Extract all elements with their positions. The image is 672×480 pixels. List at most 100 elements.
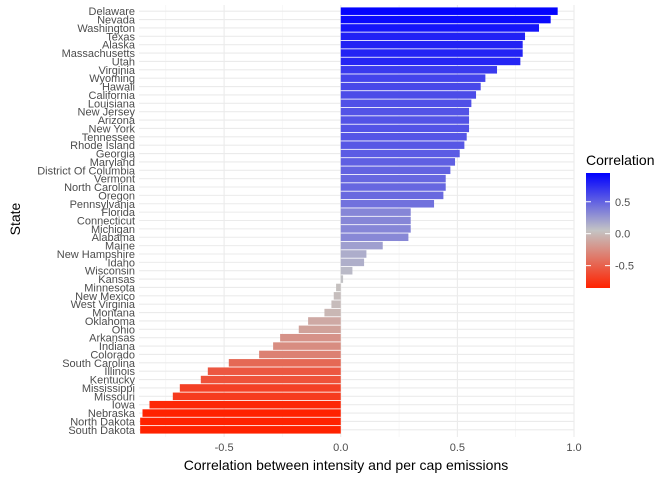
y-tick-label: Michigan xyxy=(91,224,135,236)
bars xyxy=(140,7,558,434)
bar xyxy=(340,133,467,141)
y-tick-label: Kansas xyxy=(98,274,135,286)
bar xyxy=(172,392,341,401)
x-axis-title: Correlation between intensity and per ca… xyxy=(184,457,509,473)
bar xyxy=(340,82,481,91)
y-tick-label: Georgia xyxy=(96,149,136,161)
y-tick-label: Alaska xyxy=(102,40,136,52)
y-tick-label: Nebraska xyxy=(88,408,136,420)
bar xyxy=(340,107,470,116)
y-tick-label: Nevada xyxy=(97,15,136,27)
bar xyxy=(340,199,435,208)
y-tick-label: Arizona xyxy=(98,115,136,127)
bar xyxy=(340,183,446,191)
y-tick-label: South Dakota xyxy=(68,425,136,437)
y-axis-title: State xyxy=(7,202,23,235)
bar xyxy=(340,15,551,24)
y-tick-label: California xyxy=(89,90,136,102)
bar xyxy=(340,49,523,57)
y-tick-label: Massachusetts xyxy=(62,48,136,60)
y-tick-label: North Dakota xyxy=(70,416,136,428)
bar xyxy=(340,99,472,108)
bar xyxy=(340,258,365,267)
legend-title: Correlation xyxy=(586,152,654,168)
y-tick-label: Oklahoma xyxy=(85,316,136,328)
y-tick-label: Connecticut xyxy=(77,216,135,228)
bar xyxy=(340,91,477,99)
bar xyxy=(340,250,367,258)
bar xyxy=(149,400,341,409)
legend: Correlation 0.5 0.0 -0.5 xyxy=(586,152,654,288)
y-tick-label: Virginia xyxy=(99,65,136,77)
bar xyxy=(340,191,444,200)
y-tick-label: Alabama xyxy=(92,232,136,244)
bar xyxy=(340,166,451,175)
bar xyxy=(280,333,341,342)
y-tick-label: Delaware xyxy=(89,6,135,18)
y-tick-label: Washington xyxy=(77,23,135,35)
y-tick-label: Texas xyxy=(106,31,135,43)
y-tick-label: Mississippi xyxy=(82,383,135,395)
bar xyxy=(340,174,446,183)
y-tick-label: Oregon xyxy=(98,190,135,202)
y-tick-label: New Jersey xyxy=(78,107,136,119)
bar xyxy=(340,116,470,124)
y-tick-label: Ohio xyxy=(112,324,135,336)
x-tick-label: 0.0 xyxy=(333,442,348,454)
y-tick-label: South Carolina xyxy=(62,358,136,370)
y-tick-label: Minnesota xyxy=(84,282,136,294)
y-tick-label: West Virginia xyxy=(71,299,136,311)
y-tick-label: Colorado xyxy=(90,349,135,361)
y-tick-labels: DelawareNevadaWashingtonTexasAlaskaMassa… xyxy=(37,6,136,437)
bar xyxy=(340,241,383,250)
bar xyxy=(340,124,470,133)
bar xyxy=(142,409,341,417)
legend-tick-label: -0.5 xyxy=(615,261,634,273)
y-tick-label: Wisconsin xyxy=(85,266,135,278)
y-tick-label: Pennsylvania xyxy=(70,199,136,211)
bar xyxy=(340,149,460,158)
y-tick-label: New York xyxy=(89,123,136,135)
bar xyxy=(340,266,353,275)
y-tick-label: Utah xyxy=(112,56,135,68)
y-tick-label: Arkansas xyxy=(89,333,135,345)
bar xyxy=(340,275,344,283)
y-tick-label: Wyoming xyxy=(89,73,135,85)
bar xyxy=(179,384,341,392)
bar xyxy=(331,300,341,308)
bar xyxy=(340,216,411,225)
y-tick-label: Tennessee xyxy=(82,132,135,144)
x-tick-label: -0.5 xyxy=(215,442,234,454)
y-tick-label: New Mexico xyxy=(75,291,135,303)
bar xyxy=(340,24,540,32)
bar xyxy=(340,141,465,149)
y-tick-label: Montana xyxy=(92,308,136,320)
bar xyxy=(324,308,341,317)
legend-tick-label: 0.0 xyxy=(615,229,630,241)
y-tick-label: New Hampshire xyxy=(57,249,135,261)
y-tick-label: Maine xyxy=(105,241,135,253)
bar xyxy=(308,317,341,325)
bar xyxy=(340,7,558,15)
y-tick-label: Indiana xyxy=(99,341,136,353)
y-tick-label: Rhode Island xyxy=(70,140,135,152)
y-tick-label: Florida xyxy=(101,207,136,219)
legend-colorbar xyxy=(586,173,610,288)
bar xyxy=(273,342,341,350)
y-tick-label: Iowa xyxy=(112,400,136,412)
y-tick-label: Vermont xyxy=(94,174,135,186)
x-tick-label: 0.5 xyxy=(450,442,465,454)
bar xyxy=(140,426,341,434)
bar xyxy=(340,66,498,74)
bar xyxy=(340,57,521,66)
bar xyxy=(340,225,411,233)
bar xyxy=(207,367,341,375)
bar xyxy=(228,359,341,367)
y-tick-label: Maryland xyxy=(90,157,135,169)
y-tick-label: Kentucky xyxy=(90,375,136,387)
y-tick-label: District Of Columbia xyxy=(37,165,136,177)
x-tick-labels: -0.5 0.0 0.5 1.0 xyxy=(215,442,582,454)
bar xyxy=(340,158,456,166)
y-tick-label: Idaho xyxy=(107,257,135,269)
